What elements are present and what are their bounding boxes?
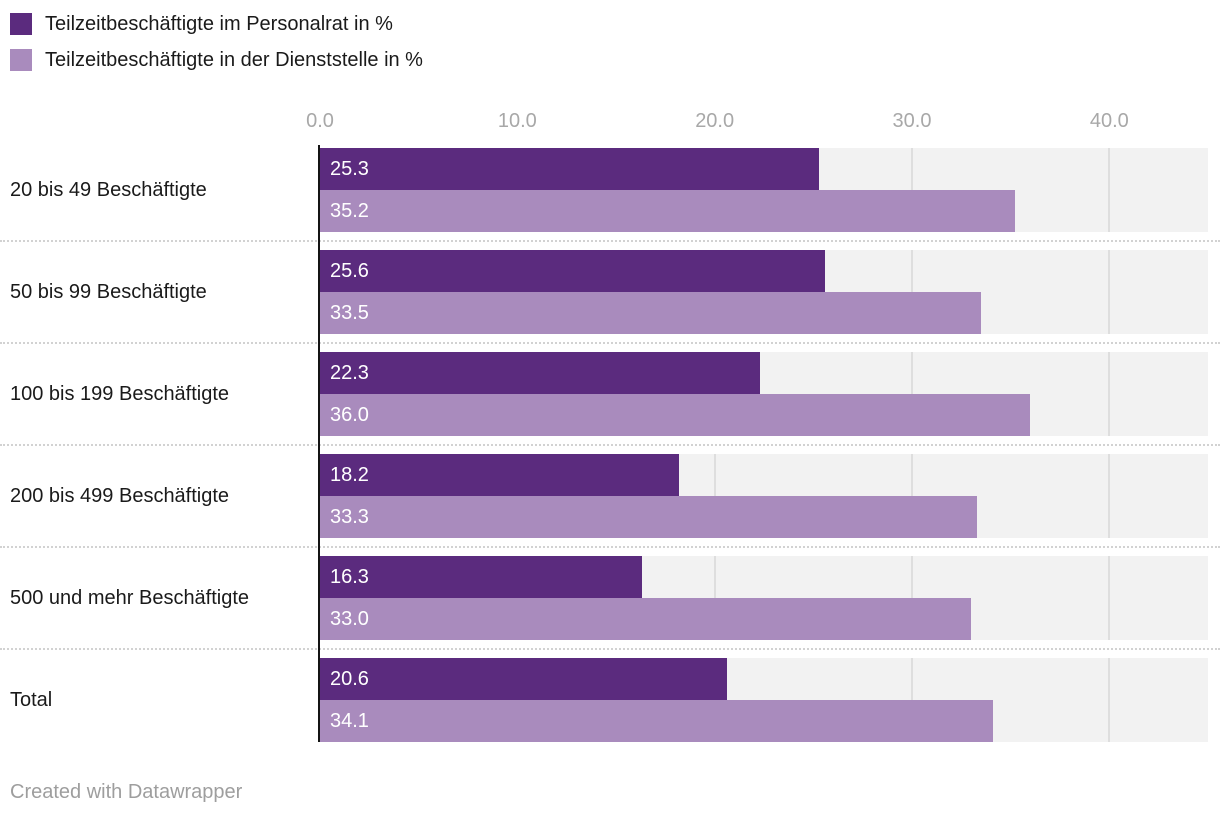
- bar-dienststelle: 33.3: [320, 496, 978, 538]
- gridline: [1108, 454, 1111, 538]
- bar-value-label: 35.2: [330, 200, 369, 222]
- bar-value-label: 36.0: [330, 404, 369, 426]
- bar-value-label: 18.2: [330, 464, 369, 486]
- x-axis: 0.0 10.0 20.0 30.0 40.0: [306, 110, 1208, 140]
- y-axis-line: [318, 145, 320, 742]
- legend-label-personalrat: Teilzeitbeschäftigte im Personalrat in %: [45, 13, 393, 35]
- bar-value-label: 33.5: [330, 302, 369, 324]
- row-separator: [0, 648, 1220, 650]
- legend: Teilzeitbeschäftigte im Personalrat in %…: [10, 13, 423, 71]
- gridline: [1108, 556, 1111, 640]
- gridline: [1108, 148, 1111, 232]
- bar-value-label: 22.3: [330, 362, 369, 384]
- category-label: 500 und mehr Beschäftigte: [10, 586, 250, 609]
- row-separator: [0, 546, 1220, 548]
- category-label: 100 bis 199 Beschäftigte: [10, 382, 230, 405]
- bar-value-label: 20.6: [330, 668, 369, 690]
- bar-personalrat: 18.2: [320, 454, 680, 496]
- legend-label-dienststelle: Teilzeitbeschäftigte in der Dienststelle…: [45, 49, 423, 71]
- bar-personalrat: 16.3: [320, 556, 642, 598]
- bar-value-label: 33.3: [330, 506, 369, 528]
- bar-group-1: 25.3 35.2: [320, 148, 1208, 232]
- bar-group-2: 25.6 33.5: [320, 250, 1208, 334]
- bar-personalrat: 20.6: [320, 658, 727, 700]
- bar-group-5: 16.3 33.0: [320, 556, 1208, 640]
- bar-group-3: 22.3 36.0: [320, 352, 1208, 436]
- gridline: [1108, 352, 1111, 436]
- bar-value-label: 34.1: [330, 710, 369, 732]
- bar-dienststelle: 33.0: [320, 598, 972, 640]
- bar-group-4: 18.2 33.3: [320, 454, 1208, 538]
- category-label: Total: [10, 688, 53, 711]
- bar-value-label: 25.6: [330, 260, 369, 282]
- category-label: 50 bis 99 Beschäftigte: [10, 280, 207, 303]
- bar-dienststelle: 33.5: [320, 292, 982, 334]
- x-tick-label: 0.0: [306, 110, 334, 132]
- bar-personalrat: 25.6: [320, 250, 826, 292]
- x-tick-label: 40.0: [1089, 110, 1129, 132]
- bar-value-label: 25.3: [330, 158, 369, 180]
- bar-personalrat: 22.3: [320, 352, 761, 394]
- row-separator: [0, 342, 1220, 344]
- row-separator: [0, 444, 1220, 446]
- gridline: [1108, 658, 1111, 742]
- plot-area: 25.3 35.2 20 bis 49 Beschäftigte 25.6 33.5 50…: [0, 145, 1220, 742]
- x-tick-label: 30.0: [892, 110, 932, 132]
- bar-group-6: 20.6 34.1: [320, 658, 1208, 742]
- x-tick-label: 20.0: [695, 110, 735, 132]
- category-label: 200 bis 499 Beschäftigte: [10, 484, 230, 507]
- bar-dienststelle: 35.2: [320, 190, 1015, 232]
- legend-swatch-personalrat: [10, 13, 32, 35]
- bar-personalrat: 25.3: [320, 148, 820, 190]
- category-label: 20 bis 49 Beschäftigte: [10, 178, 207, 201]
- bar-dienststelle: 34.1: [320, 700, 993, 742]
- bar-value-label: 16.3: [330, 566, 369, 588]
- x-tick-label: 10.0: [497, 110, 537, 132]
- datawrapper-credit-link[interactable]: Created with Datawrapper: [10, 781, 243, 803]
- gridline: [1108, 250, 1111, 334]
- bar-value-label: 33.0: [330, 608, 369, 630]
- legend-item-dienststelle: Teilzeitbeschäftigte in der Dienststelle…: [10, 49, 423, 71]
- bar-dienststelle: 36.0: [320, 394, 1031, 436]
- row-separator: [0, 240, 1220, 242]
- legend-item-personalrat: Teilzeitbeschäftigte im Personalrat in %: [10, 13, 423, 35]
- legend-swatch-dienststelle: [10, 49, 32, 71]
